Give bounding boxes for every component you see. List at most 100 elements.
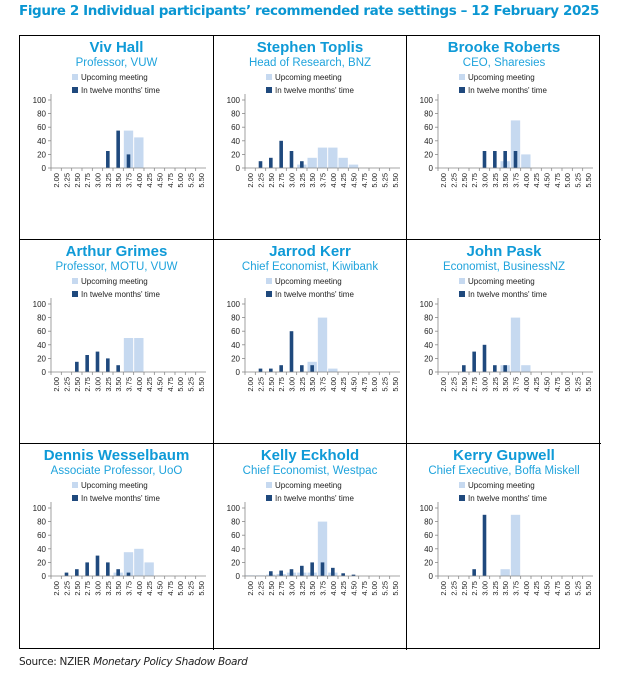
x-tick-label: 5.00 (370, 173, 379, 188)
bar-twelve-months (493, 365, 497, 372)
x-tick-label: 3.25 (104, 173, 113, 188)
bar-twelve-months (269, 368, 273, 372)
x-tick-label: 3.50 (308, 377, 317, 392)
x-tick-label: 4.00 (329, 173, 338, 188)
bar-twelve-months (310, 562, 314, 576)
participant-role: Economist, BusinessNZ (442, 261, 566, 273)
x-tick-label: 3.75 (319, 581, 328, 596)
y-tick-label: 20 (424, 354, 433, 363)
x-tick-label: 2.50 (267, 377, 276, 392)
x-tick-label: 2.00 (52, 581, 61, 596)
x-tick-label: 4.00 (135, 377, 144, 392)
x-tick-label: 4.75 (166, 377, 175, 392)
x-tick-label: 5.50 (391, 581, 400, 596)
legend-swatch (72, 495, 78, 501)
bar-twelve-months (64, 572, 69, 576)
bar-twelve-months (462, 365, 466, 372)
x-tick-label: 5.50 (391, 173, 400, 188)
bar-upcoming-meeting (317, 521, 328, 576)
x-tick-label: 3.00 (288, 173, 297, 188)
x-tick-label: 3.00 (94, 377, 103, 392)
participant-role: Head of Research, BNZ (248, 57, 372, 69)
x-tick-label: 5.25 (381, 581, 390, 596)
participant-role: Chief Economist, Westpac (242, 465, 378, 477)
bar-twelve-months (126, 154, 131, 168)
participant-name: Viv Hall (89, 39, 144, 56)
y-tick-label: 40 (424, 341, 433, 350)
bar-twelve-months (279, 365, 283, 372)
legend-label: In twelve months' time (81, 290, 160, 299)
participant-chart: Dennis Wesselbaum Associate Professor, Uo… (20, 444, 214, 650)
x-tick-label: 4.50 (156, 377, 165, 392)
bar-twelve-months (289, 331, 294, 372)
x-tick-label: 2.50 (73, 581, 82, 596)
bar-twelve-months (472, 351, 476, 372)
bar-upcoming-meeting (317, 317, 328, 372)
bar-upcoming-meeting (510, 317, 521, 372)
legend-label: Upcoming meeting (275, 73, 342, 82)
legend-swatch (459, 278, 465, 284)
bar-twelve-months (116, 130, 120, 168)
x-tick-label: 3.50 (501, 173, 510, 188)
participant-role: Professor, VUW (75, 57, 158, 69)
bar-upcoming-meeting (307, 157, 317, 168)
legend-swatch (266, 291, 272, 297)
x-tick-label: 4.75 (166, 581, 175, 596)
y-tick-label: 100 (33, 504, 47, 513)
x-tick-label: 3.75 (512, 377, 521, 392)
legend-swatch (266, 482, 272, 488)
participant-name: Dennis Wesselbaum (43, 447, 190, 464)
x-tick-label: 2.25 (450, 377, 459, 392)
bar-twelve-months (95, 351, 100, 372)
bar-twelve-months (482, 514, 487, 576)
legend-swatch (459, 495, 465, 501)
x-tick-label: 3.00 (288, 377, 297, 392)
x-tick-label: 3.75 (125, 581, 134, 596)
y-tick-label: 40 (231, 341, 240, 350)
x-tick-label: 4.25 (532, 173, 541, 188)
x-tick-label: 5.25 (574, 173, 583, 188)
y-tick-label: 20 (37, 150, 46, 159)
y-tick-label: 40 (37, 341, 46, 350)
bar-twelve-months (331, 567, 335, 576)
x-tick-label: 2.25 (63, 377, 72, 392)
y-tick-label: 0 (429, 368, 434, 377)
participant-role: CEO, Sharesies (462, 57, 546, 69)
x-tick-label: 4.25 (339, 173, 348, 188)
x-tick-label: 5.50 (197, 581, 206, 596)
participant-chart: Kelly Eckhold Chief Economist, Westpac Upc… (214, 444, 407, 650)
legend-label: Upcoming meeting (81, 73, 148, 82)
y-tick-label: 80 (231, 518, 240, 527)
x-tick-label: 2.50 (460, 581, 469, 596)
source-note: Source: NZIER Monetary Policy Shadow Boa… (19, 656, 248, 668)
x-tick-label: 5.25 (574, 377, 583, 392)
x-tick-label: 3.25 (298, 173, 307, 188)
bar-upcoming-meeting (510, 514, 521, 576)
legend-label: In twelve months' time (275, 494, 354, 503)
x-tick-label: 5.25 (381, 173, 390, 188)
legend-swatch (266, 74, 272, 80)
x-tick-label: 4.25 (145, 173, 154, 188)
y-tick-label: 20 (424, 150, 433, 159)
x-tick-label: 4.00 (522, 377, 531, 392)
x-tick-label: 4.75 (360, 377, 369, 392)
bar-twelve-months (503, 151, 507, 168)
legend-label: In twelve months' time (468, 494, 547, 503)
x-tick-label: 2.50 (267, 173, 276, 188)
legend-swatch (266, 278, 272, 284)
bar-upcoming-meeting (134, 548, 144, 576)
legend-swatch (459, 291, 465, 297)
y-tick-label: 0 (429, 164, 434, 173)
x-tick-label: 2.75 (470, 377, 479, 392)
x-tick-label: 5.00 (176, 377, 185, 392)
x-tick-label: 3.00 (481, 581, 490, 596)
y-tick-label: 60 (37, 123, 46, 132)
y-tick-label: 40 (37, 545, 46, 554)
bar-upcoming-meeting (123, 130, 134, 168)
bar-twelve-months (126, 572, 131, 576)
x-tick-label: 3.25 (298, 581, 307, 596)
x-tick-label: 3.50 (114, 581, 123, 596)
bar-twelve-months (95, 555, 100, 576)
legend-label: In twelve months' time (81, 86, 160, 95)
